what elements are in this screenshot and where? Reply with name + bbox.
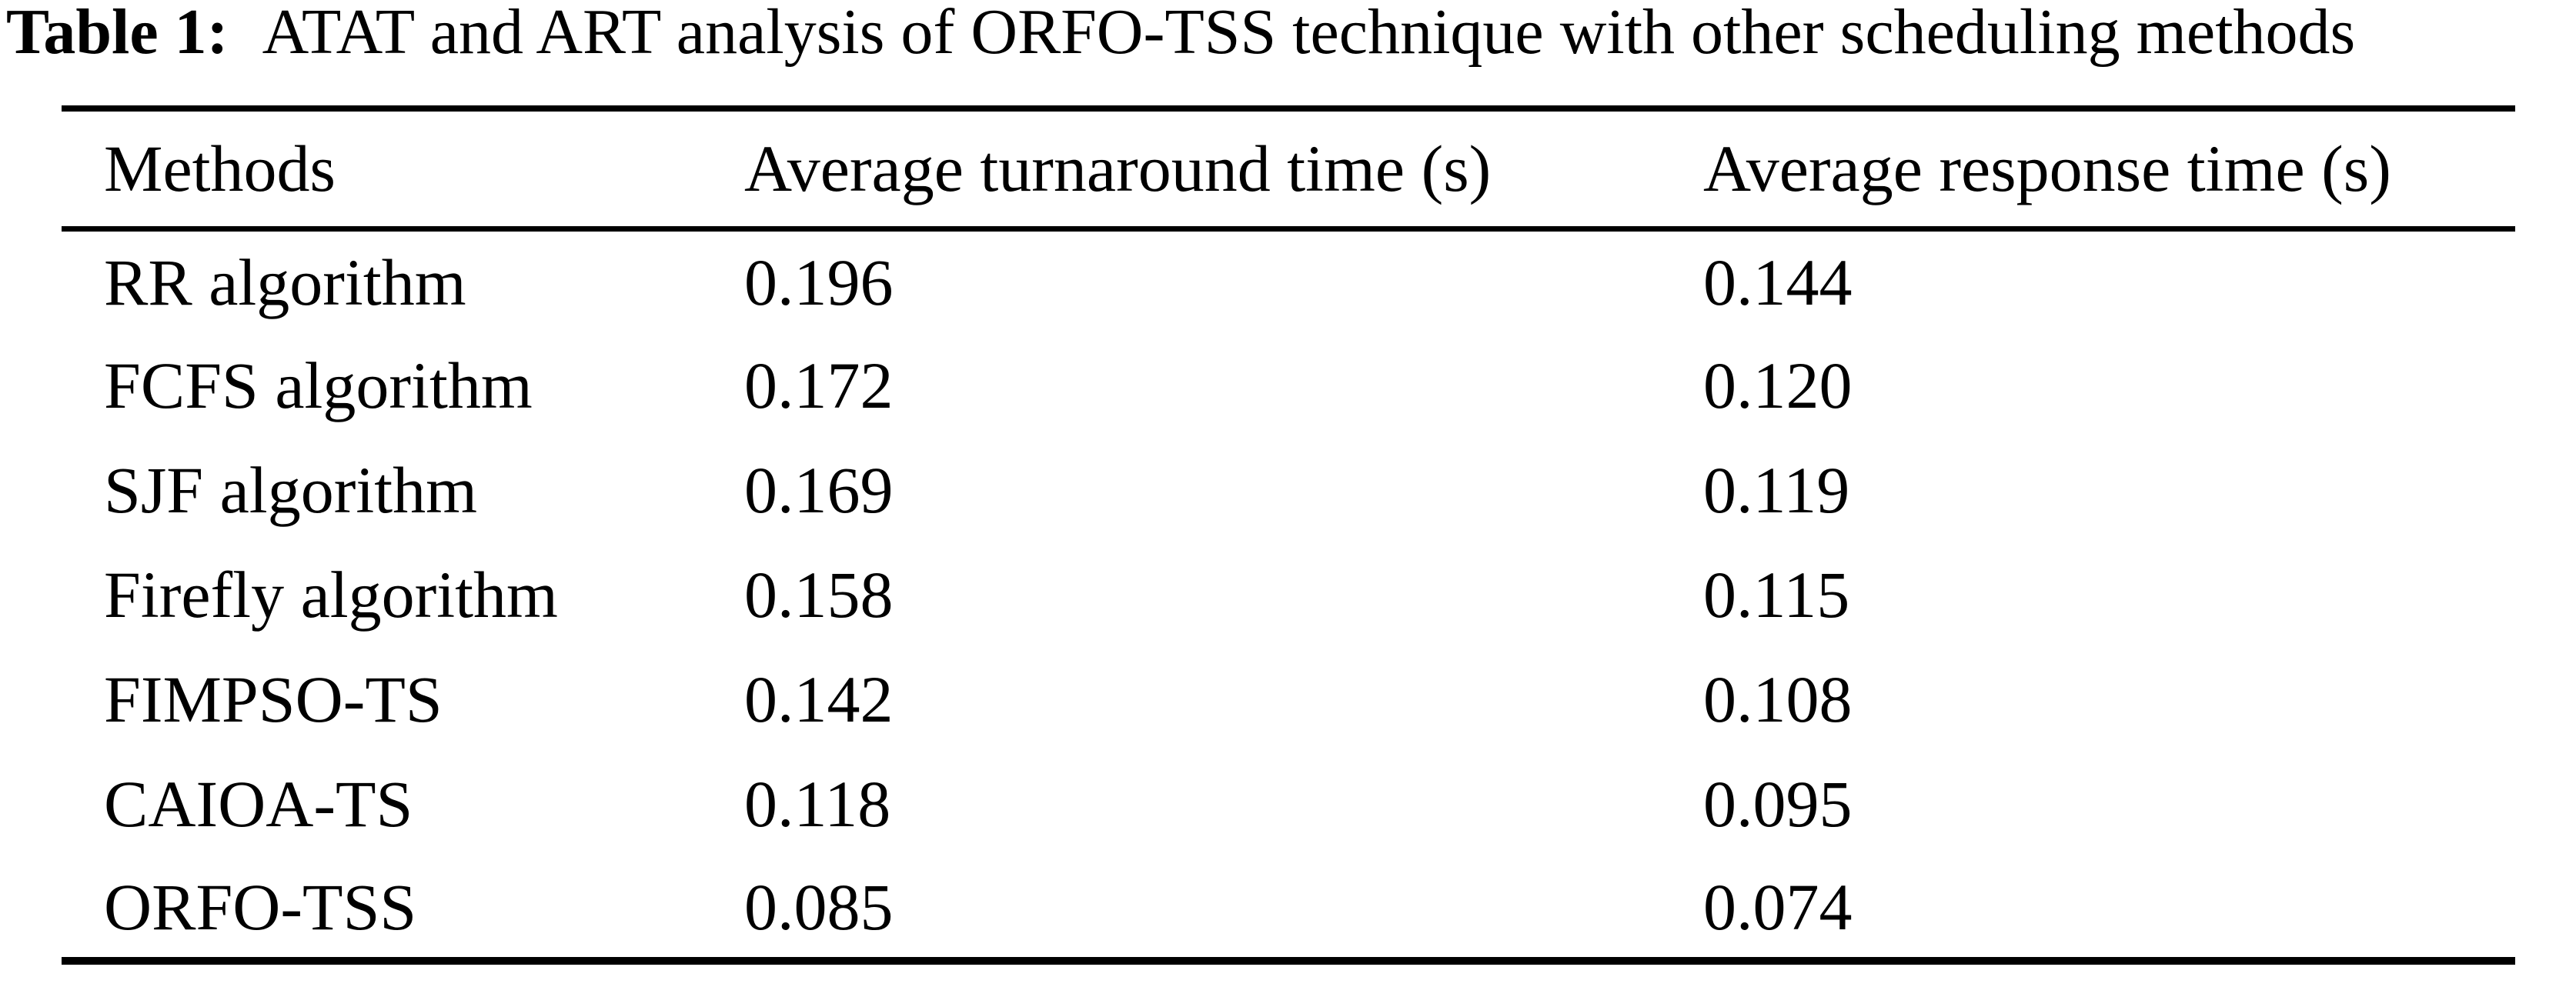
column-header-methods: Methods (104, 132, 336, 206)
column-header-average-response-time: Average response time (s) (1703, 132, 2391, 206)
atat-value-cell: 0.142 (744, 662, 894, 736)
atat-value-cell: 0.169 (744, 453, 894, 527)
art-value-cell: 0.108 (1703, 662, 1853, 736)
art-value-cell: 0.120 (1703, 348, 1853, 422)
atat-value-cell: 0.172 (744, 348, 894, 422)
method-cell: FCFS algorithm (104, 348, 533, 422)
table-row: SJF algorithm 0.169 0.119 (62, 438, 2515, 542)
art-value-cell: 0.119 (1703, 453, 1850, 527)
column-header-average-turnaround-time: Average turnaround time (s) (744, 132, 1492, 206)
atat-value-cell: 0.158 (744, 558, 894, 632)
art-value-cell: 0.115 (1703, 558, 1850, 632)
table-body: RR algorithm 0.196 0.144 FCFS algorithm … (62, 228, 2515, 961)
atat-value-cell: 0.196 (744, 245, 894, 319)
method-cell: ORFO-TSS (104, 869, 417, 944)
table-caption-text: ATAT and ART analysis of ORFO-TSS techni… (262, 0, 2356, 68)
table-row: ORFO-TSS 0.085 0.074 (62, 856, 2515, 961)
header-row: Methods Average turnaround time (s) Aver… (62, 108, 2515, 228)
results-table: Methods Average turnaround time (s) Aver… (62, 105, 2515, 965)
method-cell: FIMPSO-TS (104, 662, 443, 736)
art-value-cell: 0.095 (1703, 767, 1853, 841)
table-caption-label: Table 1: (6, 0, 229, 68)
method-cell: SJF algorithm (104, 453, 478, 527)
method-cell: RR algorithm (104, 245, 466, 319)
art-value-cell: 0.074 (1703, 869, 1853, 944)
method-cell: CAIOA-TS (104, 767, 413, 841)
table-caption: Table 1: ATAT and ART analysis of ORFO-TS… (6, 0, 2355, 65)
method-cell: Firefly algorithm (104, 558, 558, 632)
atat-value-cell: 0.118 (744, 767, 891, 841)
art-value-cell: 0.144 (1703, 245, 1853, 319)
table-row: FIMPSO-TS 0.142 0.108 (62, 647, 2515, 752)
table-row: Firefly algorithm 0.158 0.115 (62, 542, 2515, 647)
atat-value-cell: 0.085 (744, 869, 894, 944)
table-row: FCFS algorithm 0.172 0.120 (62, 333, 2515, 438)
table-row: CAIOA-TS 0.118 0.095 (62, 752, 2515, 856)
table-row: RR algorithm 0.196 0.144 (62, 228, 2515, 333)
